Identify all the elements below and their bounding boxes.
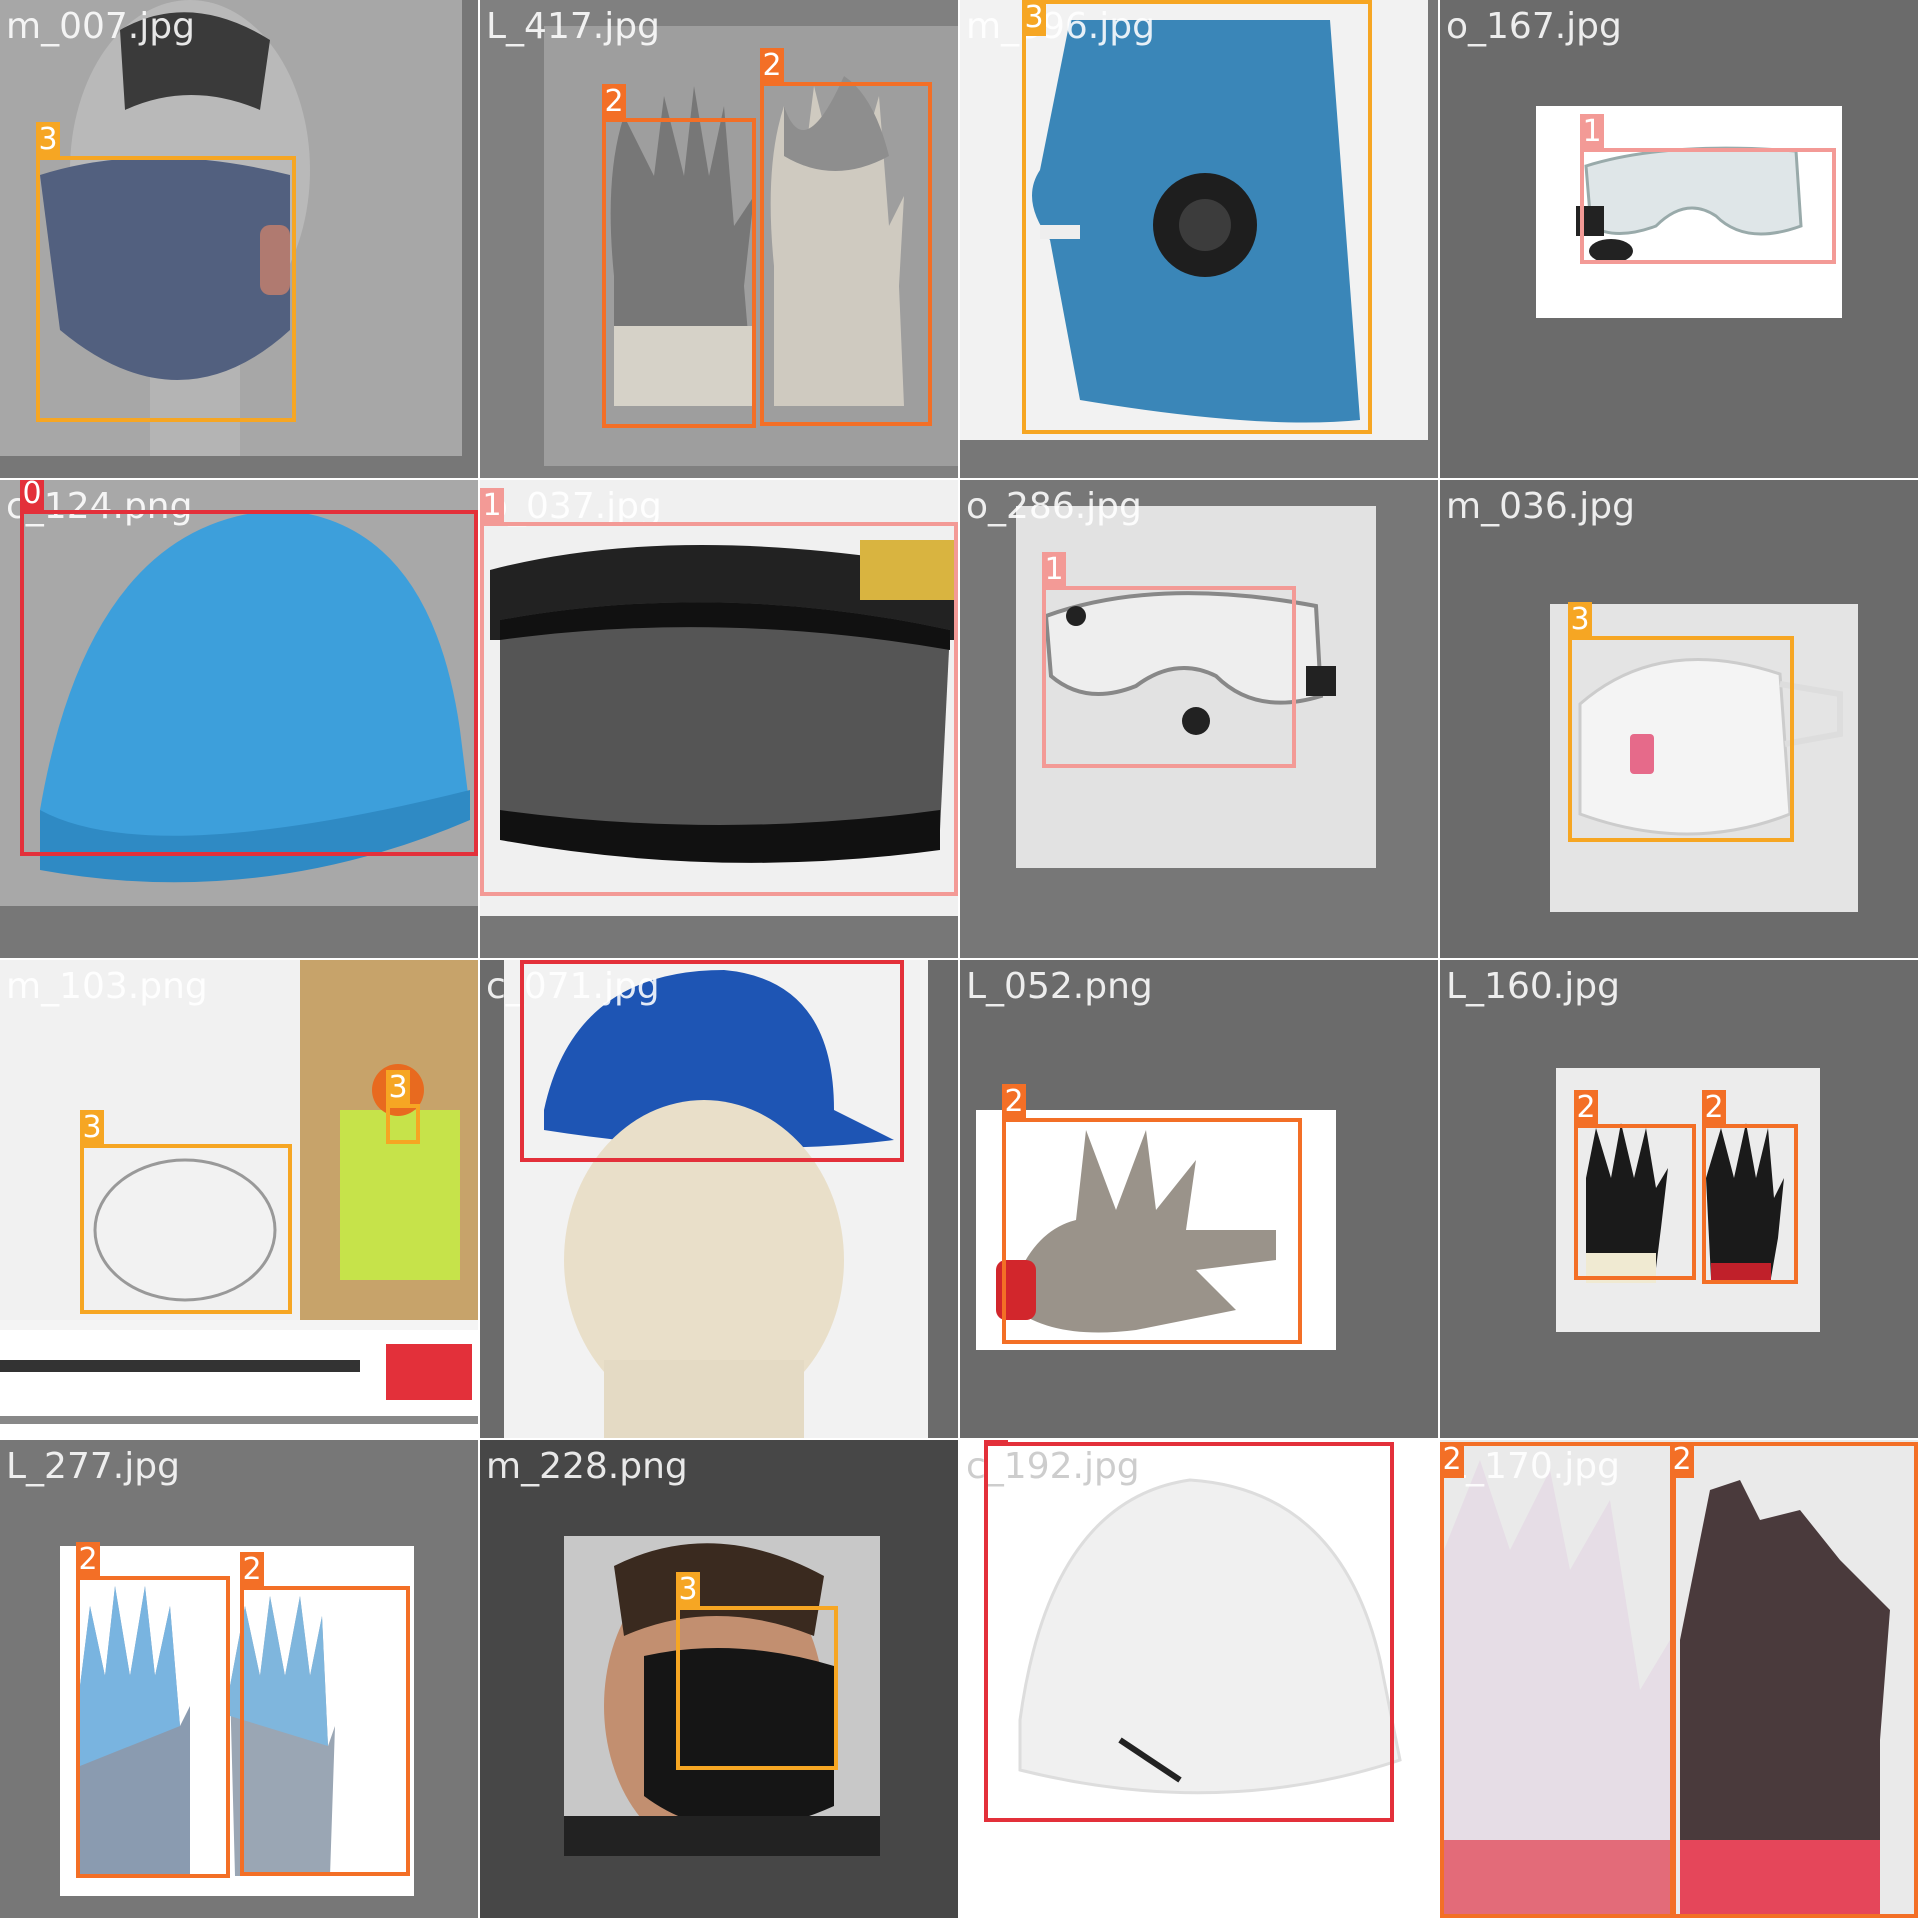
detection-box: 3 <box>80 1110 292 1314</box>
class-label: 1 <box>1042 552 1066 588</box>
tile-filename: L_277.jpg <box>6 1446 180 1487</box>
goggles-photo <box>1536 106 1842 318</box>
detection-box: 2 <box>1670 1442 1918 1918</box>
tile-filename: L_052.png <box>966 966 1153 1007</box>
detection-box: 2 <box>1002 1084 1302 1344</box>
chainmail-glove-photo <box>976 1110 1336 1350</box>
class-label: 2 <box>1440 1442 1464 1478</box>
tile-c-124: c_124.png 0 <box>0 480 478 958</box>
detection-box: 3 <box>1568 602 1794 842</box>
tile-o-037: o_037.jpg 1 <box>480 480 958 958</box>
dark-goggles-photo <box>480 480 958 916</box>
tile-filename: m_396.jpg <box>966 6 1155 47</box>
tile-filename: m_103.png <box>6 966 208 1007</box>
detection-box: 1 <box>480 488 958 896</box>
detection-box: 3 <box>1022 0 1372 434</box>
respirator-ad-photo <box>0 960 478 1438</box>
detection-box: 0 <box>520 960 904 1162</box>
tile-m-036: m_036.jpg 3 <box>1440 480 1918 958</box>
tile-m-007: m_007.jpg 3 <box>0 0 478 478</box>
detection-box: 3 <box>36 122 296 422</box>
tile-filename: m_007.jpg <box>6 6 195 47</box>
tile-L-277: L_277.jpg 2 2 <box>0 1440 478 1918</box>
tile-L-417: L_417.jpg 2 2 <box>480 0 958 478</box>
class-label: 1 <box>1580 114 1604 150</box>
tile-filename: c_071.jpg <box>486 966 660 1007</box>
detection-box: 2 <box>1574 1090 1696 1280</box>
class-label: 3 <box>386 1070 410 1106</box>
blue-gloves-photo <box>60 1546 414 1896</box>
tile-filename: o_286.jpg <box>966 486 1142 527</box>
tile-filename: m_228.png <box>486 1446 688 1487</box>
tile-L-160: L_160.jpg 2 2 <box>1440 960 1918 1438</box>
tile-filename: L_160.jpg <box>1446 966 1620 1007</box>
class-label: 2 <box>1670 1442 1694 1478</box>
tile-filename: c_192.jpg <box>966 1446 1140 1487</box>
detection-box: 2 <box>76 1542 230 1878</box>
class-label: 2 <box>1574 1090 1598 1126</box>
class-label: 0 <box>520 960 544 962</box>
white-respirator-photo <box>1550 604 1858 912</box>
detection-box: 0 <box>20 480 478 856</box>
tile-m-396: m_396.jpg 3 <box>960 0 1438 478</box>
tile-L-052: L_052.png 2 <box>960 960 1438 1438</box>
tile-m-103: m_103.png 3 3 <box>0 960 478 1438</box>
class-label: 2 <box>602 84 626 120</box>
detection-box: 2 <box>240 1552 410 1876</box>
helmet-mannequin-photo <box>504 960 928 1438</box>
class-label: 0 <box>984 1440 1008 1444</box>
detection-box: 1 <box>1580 114 1836 264</box>
tile-filename: m_036.jpg <box>1446 486 1635 527</box>
goggles-photo <box>1016 506 1376 868</box>
detection-box: 2 <box>1440 1442 1676 1918</box>
class-label: 2 <box>240 1552 264 1588</box>
class-label: 3 <box>676 1572 700 1608</box>
man-mask-photo <box>564 1536 880 1856</box>
tile-o-286: o_286.jpg 1 <box>960 480 1438 958</box>
tile-filename: L_170.jpg <box>1446 1446 1620 1487</box>
blue-helmet-photo <box>0 480 478 906</box>
detection-box: 3 <box>676 1572 838 1770</box>
class-label: 3 <box>1568 602 1592 638</box>
tile-filename: L_417.jpg <box>486 6 660 47</box>
class-label: 2 <box>1002 1084 1026 1120</box>
detection-box: 2 <box>1702 1090 1798 1284</box>
detection-box: 0 <box>984 1440 1394 1822</box>
class-label: 2 <box>76 1542 100 1578</box>
detection-box: 3 <box>386 1070 420 1144</box>
grip-gloves-photo <box>1440 1440 1918 1918</box>
detection-box: 2 <box>602 84 756 428</box>
tile-m-228: m_228.png 3 <box>480 1440 958 1918</box>
class-label: 3 <box>1022 0 1046 36</box>
tile-o-167: o_167.jpg 1 <box>1440 0 1918 478</box>
class-label: 3 <box>36 122 60 158</box>
tile-L-170: L_170.jpg 2 2 <box>1440 1440 1918 1918</box>
respirator-photo <box>960 0 1428 440</box>
class-label: 3 <box>80 1110 104 1146</box>
class-label: 0 <box>20 480 44 512</box>
class-label: 2 <box>1702 1090 1726 1126</box>
tile-filename: o_037.jpg <box>486 486 662 527</box>
class-label: 1 <box>480 488 504 524</box>
tile-c-192: c_192.jpg 0 <box>960 1440 1438 1918</box>
black-gloves-photo <box>1556 1068 1820 1332</box>
tile-filename: o_167.jpg <box>1446 6 1622 47</box>
tile-c-071: c_071.jpg 0 <box>480 960 958 1438</box>
white-helmet-photo <box>960 1440 1438 1918</box>
detection-box: 1 <box>1042 552 1296 768</box>
class-label: 2 <box>760 48 784 84</box>
detection-box: 2 <box>760 48 932 426</box>
mannequin-mask-photo <box>0 0 462 456</box>
